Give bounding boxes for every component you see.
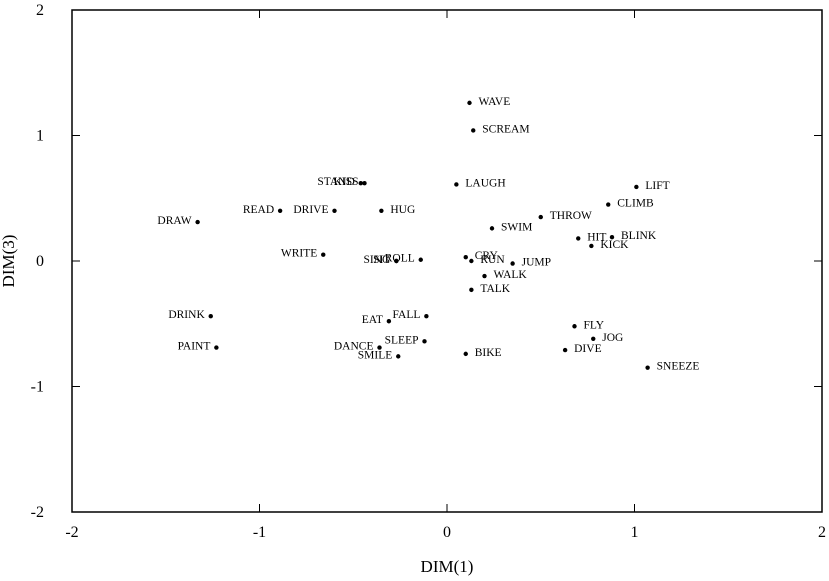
data-point-marker — [394, 258, 399, 264]
data-point-marker — [195, 219, 200, 225]
y-tick-label: 0 — [36, 253, 44, 270]
data-point-marker — [463, 351, 468, 357]
y-tick-label: -1 — [31, 379, 44, 396]
data-point-label: WAVE — [479, 96, 511, 108]
x-axis-title: DIM(1) — [421, 557, 474, 576]
data-point-marker — [418, 257, 423, 262]
data-point-label: DIVE — [574, 343, 601, 355]
data-point-label: FALL — [392, 309, 420, 321]
plot-frame — [71, 9, 823, 513]
data-point-label: CLIMB — [617, 198, 654, 210]
data-point-label: CRY — [475, 250, 499, 262]
data-point-marker — [634, 184, 639, 190]
data-point-label: KISS — [334, 176, 359, 188]
data-point-marker — [463, 255, 468, 260]
data-point-marker — [386, 319, 392, 324]
data-point-marker — [489, 226, 495, 231]
data-point-label: STAND — [317, 176, 354, 188]
y-axis-title: DIM(3) — [0, 235, 18, 288]
x-tick-label: 1 — [631, 524, 639, 541]
data-point-marker — [562, 347, 568, 353]
y-axis: -2 -1 0 1 2 — [31, 2, 822, 521]
data-point-label: DANCE — [334, 341, 374, 353]
data-point-label: LAUGH — [465, 177, 505, 189]
data-point-marker — [538, 214, 543, 220]
data-point-label: SNEEZE — [657, 361, 700, 373]
data-point-label: ROLL — [385, 253, 415, 265]
y-tick-label: 1 — [36, 128, 44, 145]
data-point-marker — [606, 202, 611, 207]
data-point-label: DRINK — [168, 309, 205, 321]
data-point-marker — [572, 324, 577, 329]
data-point-marker — [332, 208, 337, 213]
x-tick-label: -1 — [253, 524, 266, 541]
x-axis: -2 -1 0 1 2 — [65, 10, 826, 541]
data-point-label: RUN — [480, 254, 505, 266]
data-point-marker — [576, 236, 581, 241]
data-point-label: SLEEP — [385, 334, 419, 346]
data-point-marker — [362, 180, 367, 186]
data-point-marker — [358, 180, 363, 186]
data-point-marker — [589, 243, 594, 249]
y-tick-label: 2 — [36, 2, 44, 19]
data-point-label: LIFT — [645, 180, 669, 192]
data-point-marker — [609, 234, 615, 240]
data-point-label: SIT — [373, 254, 390, 266]
data-point-marker — [454, 182, 459, 187]
data-point-marker — [424, 314, 429, 319]
data-point-marker — [214, 345, 219, 350]
data-point-label: HUG — [390, 204, 415, 216]
data-point-label: SMILE — [358, 349, 393, 361]
data-point-marker — [208, 314, 213, 319]
data-point-label: JUMP — [522, 257, 551, 269]
data-point-label: WALK — [494, 269, 528, 281]
x-tick-label: -2 — [65, 524, 78, 541]
data-point-label: READ — [243, 204, 274, 216]
data-point-label: DRAW — [157, 215, 191, 227]
data-point-label: HIT — [587, 231, 606, 243]
data-point-marker — [482, 273, 487, 279]
data-point-label: THROW — [550, 210, 592, 222]
data-point-label: BLINK — [621, 230, 657, 242]
data-point-marker — [645, 365, 650, 370]
data-point-label: SING — [364, 254, 391, 266]
data-point-marker — [591, 336, 596, 342]
data-point-label: KICK — [600, 239, 629, 251]
data-point-marker — [396, 354, 401, 359]
data-point-marker — [321, 252, 326, 257]
data-point-label: PAINT — [178, 341, 211, 353]
x-tick-label: 2 — [818, 524, 826, 541]
data-point-label: TALK — [480, 283, 510, 295]
data-point-marker — [510, 261, 515, 266]
data-point-marker — [469, 287, 474, 293]
x-tick-label: 0 — [443, 524, 451, 541]
data-point-label: FLY — [584, 319, 605, 331]
data-point-label: BIKE — [475, 347, 502, 359]
data-point-label: SWIM — [501, 221, 532, 233]
data-point-label: JOG — [602, 332, 623, 344]
data-point-marker — [379, 208, 384, 213]
data-point-marker — [277, 208, 283, 213]
data-point-marker — [467, 100, 472, 106]
data-point-marker — [471, 128, 476, 133]
data-point-marker — [469, 258, 474, 264]
data-point-marker — [422, 339, 427, 344]
data-point-label: EAT — [362, 314, 383, 326]
data-point-label: SCREAM — [482, 123, 529, 135]
data-point-marker — [377, 345, 382, 350]
data-point-label: WRITE — [281, 248, 317, 260]
y-tick-label: -2 — [31, 504, 44, 521]
data-point-label: DRIVE — [293, 204, 328, 216]
